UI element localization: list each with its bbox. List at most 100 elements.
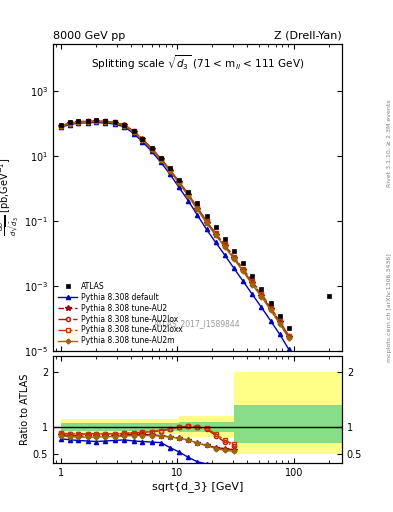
Pythia 8.308 tune-AU2loxx — [195, 204, 200, 210]
Pythia 8.308 default — [277, 331, 282, 337]
Pythia 8.308 default — [259, 304, 264, 310]
Pythia 8.308 tune-AU2loxx — [213, 230, 218, 237]
ATLAS — [59, 122, 64, 129]
Pythia 8.308 default — [222, 252, 227, 258]
Pythia 8.308 tune-AU2m — [204, 220, 209, 226]
Pythia 8.308 tune-AU2m — [277, 321, 282, 327]
Pythia 8.308 default — [103, 120, 108, 126]
Pythia 8.308 tune-AU2lox — [204, 218, 209, 224]
Pythia 8.308 tune-AU2m — [158, 157, 163, 163]
Line: Pythia 8.308 tune-AU2lox: Pythia 8.308 tune-AU2lox — [59, 119, 291, 338]
Pythia 8.308 tune-AU2m — [167, 168, 172, 174]
Pythia 8.308 tune-AU2m — [131, 129, 136, 135]
Pythia 8.308 tune-AU2m — [59, 123, 64, 130]
Text: ATLAS_2017_I1589844: ATLAS_2017_I1589844 — [154, 319, 241, 328]
Pythia 8.308 tune-AU2lox — [122, 122, 127, 128]
Pythia 8.308 default — [68, 121, 73, 127]
Pythia 8.308 tune-AU2loxx — [231, 253, 236, 260]
Pythia 8.308 tune-AU2lox — [158, 156, 163, 162]
Pythia 8.308 tune-AU2m — [140, 137, 145, 143]
Pythia 8.308 tune-AU2lox — [250, 279, 255, 285]
Pythia 8.308 default — [231, 265, 236, 271]
Pythia 8.308 tune-AU2lox — [277, 318, 282, 325]
Pythia 8.308 tune-AU2 — [222, 243, 227, 249]
ATLAS — [268, 300, 273, 306]
ATLAS — [158, 155, 163, 161]
Pythia 8.308 default — [94, 119, 99, 125]
Pythia 8.308 tune-AU2m — [122, 122, 127, 129]
Pythia 8.308 tune-AU2 — [195, 206, 200, 212]
Pythia 8.308 default — [131, 131, 136, 137]
Pythia 8.308 tune-AU2loxx — [286, 333, 291, 339]
ATLAS — [222, 236, 227, 242]
Pythia 8.308 tune-AU2 — [213, 231, 218, 238]
Pythia 8.308 tune-AU2m — [149, 146, 154, 153]
Pythia 8.308 tune-AU2loxx — [86, 118, 90, 124]
Pythia 8.308 tune-AU2 — [113, 120, 118, 126]
Text: Rivet 3.1.10, ≥ 2.3M events: Rivet 3.1.10, ≥ 2.3M events — [387, 99, 392, 187]
ATLAS — [231, 248, 236, 254]
Pythia 8.308 tune-AU2lox — [149, 145, 154, 152]
ATLAS — [131, 128, 136, 134]
Text: Splitting scale $\sqrt{d_3}$ (71 < m$_{ll}$ < 111 GeV): Splitting scale $\sqrt{d_3}$ (71 < m$_{l… — [91, 53, 304, 72]
Pythia 8.308 tune-AU2loxx — [277, 318, 282, 324]
X-axis label: sqrt{d_3} [GeV]: sqrt{d_3} [GeV] — [152, 481, 243, 492]
ATLAS — [277, 313, 282, 319]
Pythia 8.308 tune-AU2loxx — [176, 179, 181, 185]
Pythia 8.308 tune-AU2lox — [213, 230, 218, 237]
Pythia 8.308 tune-AU2lox — [68, 120, 73, 126]
ATLAS — [326, 292, 331, 298]
Pythia 8.308 tune-AU2lox — [186, 191, 191, 197]
Pythia 8.308 tune-AU2 — [103, 119, 108, 125]
Pythia 8.308 tune-AU2loxx — [259, 290, 264, 296]
Pythia 8.308 tune-AU2lox — [76, 119, 81, 125]
Pythia 8.308 tune-AU2lox — [113, 119, 118, 125]
ATLAS — [204, 214, 209, 220]
Pythia 8.308 tune-AU2loxx — [158, 156, 163, 162]
Pythia 8.308 default — [122, 124, 127, 130]
Pythia 8.308 default — [86, 120, 90, 126]
Text: Z (Drell-Yan): Z (Drell-Yan) — [274, 31, 342, 41]
Pythia 8.308 tune-AU2 — [149, 146, 154, 152]
Pythia 8.308 tune-AU2m — [103, 119, 108, 125]
Pythia 8.308 default — [195, 212, 200, 218]
Pythia 8.308 tune-AU2loxx — [113, 119, 118, 125]
Pythia 8.308 default — [268, 317, 273, 324]
Pythia 8.308 tune-AU2 — [286, 334, 291, 340]
Y-axis label: $\frac{d\sigma}{d\sqrt{\bar{d}_3}}$ [pb,GeV$^{-1}$]: $\frac{d\sigma}{d\sqrt{\bar{d}_3}}$ [pb,… — [0, 158, 22, 237]
Pythia 8.308 default — [59, 124, 64, 130]
Pythia 8.308 default — [140, 139, 145, 145]
ATLAS — [286, 325, 291, 331]
Pythia 8.308 tune-AU2m — [76, 119, 81, 125]
ATLAS — [186, 189, 191, 195]
Pythia 8.308 tune-AU2 — [250, 280, 255, 286]
Pythia 8.308 tune-AU2 — [94, 118, 99, 124]
Line: Pythia 8.308 tune-AU2: Pythia 8.308 tune-AU2 — [59, 118, 292, 339]
Pythia 8.308 tune-AU2m — [250, 282, 255, 288]
Line: Pythia 8.308 tune-AU2loxx: Pythia 8.308 tune-AU2loxx — [59, 119, 291, 338]
Line: Pythia 8.308 tune-AU2m: Pythia 8.308 tune-AU2m — [59, 120, 290, 340]
Pythia 8.308 tune-AU2m — [222, 244, 227, 250]
Pythia 8.308 default — [113, 121, 118, 127]
ATLAS — [94, 117, 99, 123]
Pythia 8.308 tune-AU2m — [94, 118, 99, 124]
Line: ATLAS: ATLAS — [59, 118, 331, 330]
Pythia 8.308 tune-AU2loxx — [204, 218, 209, 224]
Pythia 8.308 tune-AU2m — [113, 120, 118, 126]
Pythia 8.308 tune-AU2loxx — [76, 119, 81, 125]
Pythia 8.308 tune-AU2loxx — [186, 191, 191, 197]
Pythia 8.308 tune-AU2lox — [268, 305, 273, 311]
Pythia 8.308 tune-AU2lox — [167, 167, 172, 173]
Pythia 8.308 tune-AU2loxx — [241, 266, 246, 272]
ATLAS — [86, 118, 90, 124]
Pythia 8.308 default — [149, 148, 154, 155]
Pythia 8.308 tune-AU2loxx — [222, 241, 227, 247]
Pythia 8.308 tune-AU2lox — [131, 128, 136, 134]
Pythia 8.308 default — [286, 346, 291, 352]
Pythia 8.308 tune-AU2m — [186, 193, 191, 199]
ATLAS — [140, 136, 145, 142]
Pythia 8.308 default — [176, 184, 181, 190]
Pythia 8.308 tune-AU2lox — [231, 254, 236, 261]
Pythia 8.308 tune-AU2loxx — [68, 120, 73, 126]
Pythia 8.308 default — [241, 278, 246, 284]
